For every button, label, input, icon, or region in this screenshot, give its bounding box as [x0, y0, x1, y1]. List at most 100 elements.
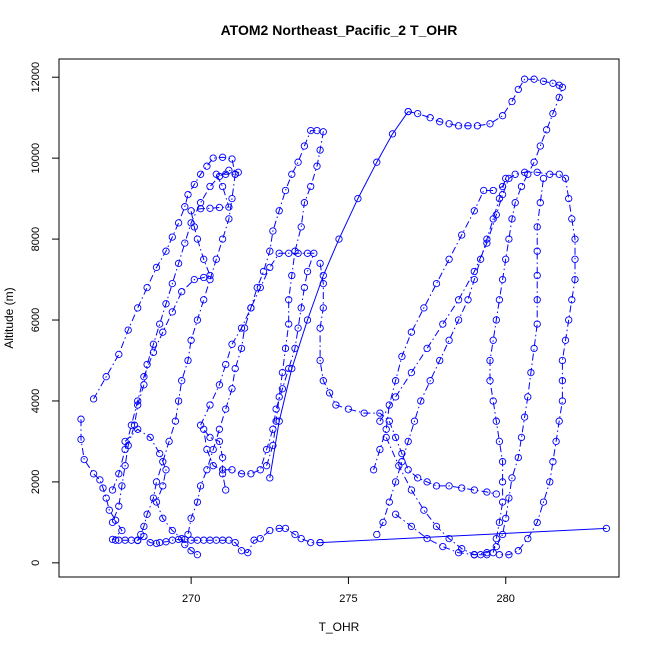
- data-point: [174, 397, 183, 405]
- data-point: [470, 275, 478, 284]
- data-point: [168, 526, 176, 535]
- data-point: [561, 174, 570, 183]
- data-point: [571, 275, 579, 284]
- x-tick-label: 270: [182, 593, 200, 605]
- data-point: [275, 393, 283, 401]
- data-point: [178, 377, 186, 385]
- data-point: [505, 494, 513, 502]
- data-point: [266, 247, 274, 255]
- data-point: [498, 458, 507, 466]
- data-point: [486, 120, 494, 128]
- data-point: [215, 172, 224, 181]
- data-point: [149, 340, 158, 348]
- data-point: [495, 518, 504, 527]
- data-point: [168, 233, 176, 241]
- data-point: [143, 360, 151, 369]
- data-point: [278, 368, 287, 377]
- data-point: [222, 360, 230, 369]
- data-point: [445, 120, 453, 128]
- data-point: [505, 551, 513, 559]
- data-point: [80, 455, 88, 464]
- data-point: [140, 373, 148, 381]
- data-point: [530, 344, 538, 353]
- data-point: [228, 466, 236, 474]
- data-point: [121, 462, 129, 470]
- data-point: [140, 381, 148, 389]
- data-point: [269, 425, 277, 433]
- data-point: [152, 539, 161, 548]
- data-point: [376, 417, 384, 425]
- data-point: [520, 413, 529, 421]
- series-line: [319, 263, 497, 495]
- data-point: [209, 154, 217, 162]
- data-point: [398, 352, 406, 361]
- data-point: [281, 344, 290, 353]
- data-point: [511, 170, 519, 178]
- data-point: [571, 235, 579, 243]
- data-point: [423, 478, 431, 486]
- data-point: [231, 538, 239, 547]
- data-point: [285, 249, 293, 257]
- data-point: [495, 296, 504, 304]
- data-point: [316, 146, 324, 154]
- data-point: [473, 122, 482, 130]
- data-point: [212, 255, 220, 263]
- data-point: [247, 470, 255, 478]
- data-point: [319, 304, 327, 312]
- data-point: [225, 203, 233, 211]
- data-point: [498, 112, 507, 120]
- data-point: [178, 288, 186, 296]
- data-point: [454, 316, 463, 324]
- y-tick-label: 4000: [30, 389, 42, 413]
- data-point: [426, 114, 434, 122]
- data-point: [237, 547, 246, 555]
- data-point: [458, 231, 466, 239]
- data-point: [492, 417, 500, 425]
- series-line: [124, 428, 198, 556]
- data-point: [376, 445, 384, 454]
- data-point: [234, 168, 242, 176]
- data-point: [294, 158, 302, 166]
- data-point: [555, 93, 563, 102]
- data-point: [200, 255, 208, 263]
- data-point: [159, 328, 167, 336]
- data-point: [502, 514, 510, 522]
- data-point: [492, 211, 500, 219]
- data-point: [184, 190, 192, 199]
- data-point: [307, 182, 315, 191]
- data-point: [483, 488, 491, 496]
- data-point: [439, 542, 447, 551]
- data-point: [495, 551, 504, 559]
- data-point: [215, 425, 224, 433]
- data-point: [420, 506, 428, 514]
- data-point: [269, 441, 277, 450]
- data-point: [222, 486, 230, 494]
- data-point: [171, 417, 180, 425]
- data-point: [215, 381, 224, 389]
- data-point: [99, 484, 107, 492]
- data-point: [373, 530, 381, 539]
- data-point: [533, 247, 541, 255]
- data-point: [558, 356, 567, 365]
- data-point: [218, 182, 227, 191]
- data-point: [319, 271, 327, 280]
- data-point: [546, 170, 554, 178]
- data-point: [115, 350, 123, 359]
- data-point: [89, 395, 98, 403]
- x-tick-label: 275: [339, 593, 357, 605]
- data-point: [181, 540, 189, 549]
- data-point: [285, 320, 293, 328]
- data-point: [508, 97, 516, 106]
- data-point: [162, 247, 170, 255]
- data-point: [275, 207, 283, 215]
- data-point: [294, 324, 302, 332]
- data-point: [385, 417, 393, 425]
- data-point: [174, 259, 183, 268]
- data-point: [492, 316, 500, 324]
- data-point: [222, 405, 230, 413]
- y-tick-label: 12000: [30, 62, 42, 93]
- data-point: [152, 498, 161, 506]
- data-layer: [77, 75, 611, 559]
- series-line: [187, 130, 324, 535]
- data-point: [458, 484, 466, 492]
